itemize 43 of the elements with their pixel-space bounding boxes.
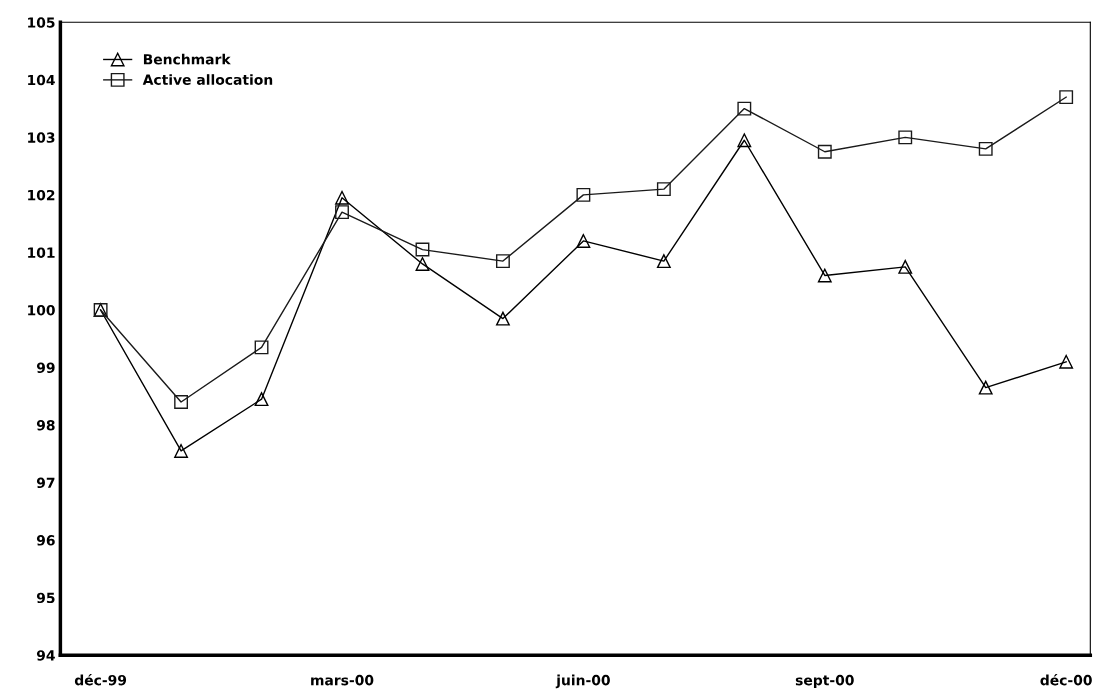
x-tick-label: déc-00: [1040, 674, 1092, 686]
point: [1059, 354, 1074, 369]
point: [978, 380, 993, 395]
y-tick-label: 104: [28, 74, 55, 86]
point: [174, 395, 189, 409]
point: [415, 257, 430, 271]
y-tick-label: 94: [36, 650, 55, 661]
x-tick-label: juin-00: [555, 674, 610, 689]
y-tick-label: 95: [36, 592, 55, 604]
point: [978, 141, 993, 156]
point: [495, 254, 510, 269]
point: [335, 205, 349, 220]
x-tick-label: déc-99: [74, 674, 127, 686]
point: [576, 233, 591, 248]
y-tick-label: 105: [28, 17, 55, 28]
point: [737, 101, 752, 116]
y-tick-label: 102: [28, 189, 55, 201]
point: [415, 242, 430, 257]
y-tick-label: 98: [36, 420, 55, 431]
legend-label: Active allocation: [142, 74, 273, 85]
point: [254, 392, 269, 407]
point: [656, 254, 671, 269]
point: [656, 182, 671, 197]
y-tick-label: 103: [28, 132, 55, 143]
point: [254, 340, 269, 355]
point: [737, 133, 752, 148]
point: [898, 130, 913, 145]
point: [898, 259, 913, 274]
x-tick-label: sept-00: [795, 674, 854, 689]
point: [817, 268, 832, 283]
x-tick-label: mars-00: [311, 674, 374, 686]
point: [817, 144, 832, 159]
y-tick-label: 99: [36, 362, 55, 373]
y-tick-label: 96: [36, 535, 55, 546]
point: [335, 190, 349, 205]
legend-label: Benchmark: [143, 53, 231, 65]
point: [1059, 90, 1074, 105]
point: [174, 443, 189, 458]
y-tick-label: 97: [36, 477, 55, 489]
point: [576, 187, 591, 202]
y-tick-label: 100: [28, 304, 55, 316]
point: [495, 311, 510, 326]
y-tick-label: 101: [28, 247, 55, 258]
